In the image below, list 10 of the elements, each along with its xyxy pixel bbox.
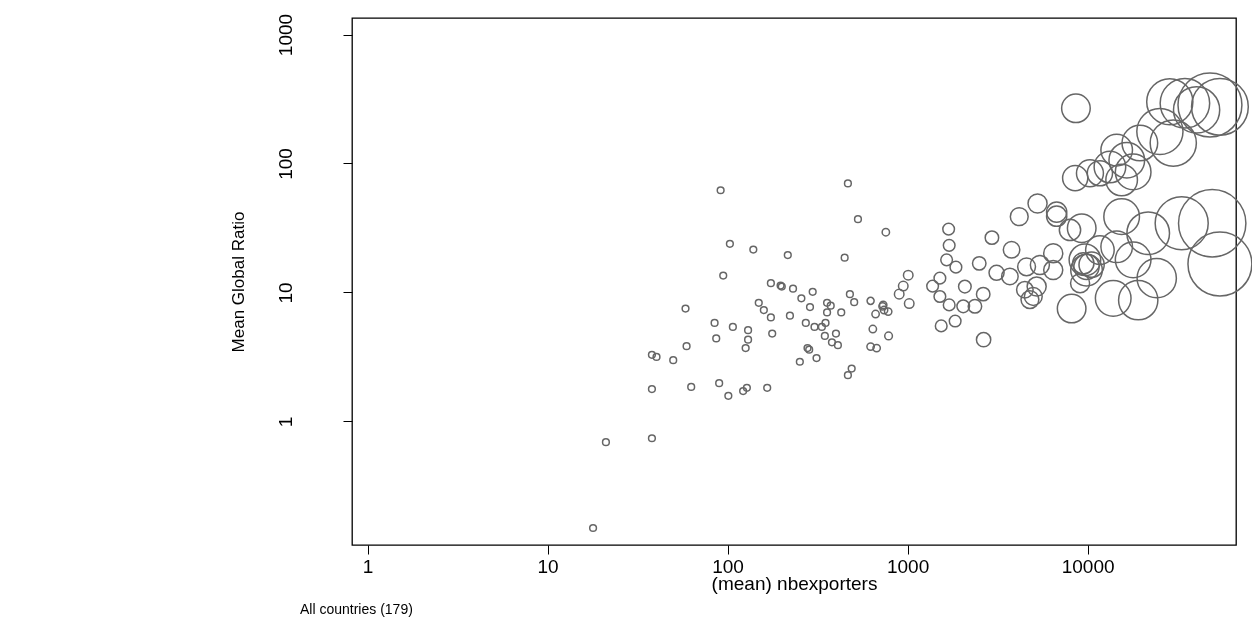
x-tick-label: 1 [362,555,374,577]
text: All countries (179) [300,601,413,617]
y-axis-title: Mean Global Ratio [228,211,248,353]
y-tick-label: 10 [274,282,296,304]
y-tick-label: 1 [274,416,296,428]
x-tick-label: 1000 [886,555,930,577]
x-tick-label: 10 [537,555,559,577]
y-tick-label: 1000 [274,13,296,57]
y-tick-label: 100 [274,148,296,180]
x-tick-label: 10000 [1061,555,1115,577]
